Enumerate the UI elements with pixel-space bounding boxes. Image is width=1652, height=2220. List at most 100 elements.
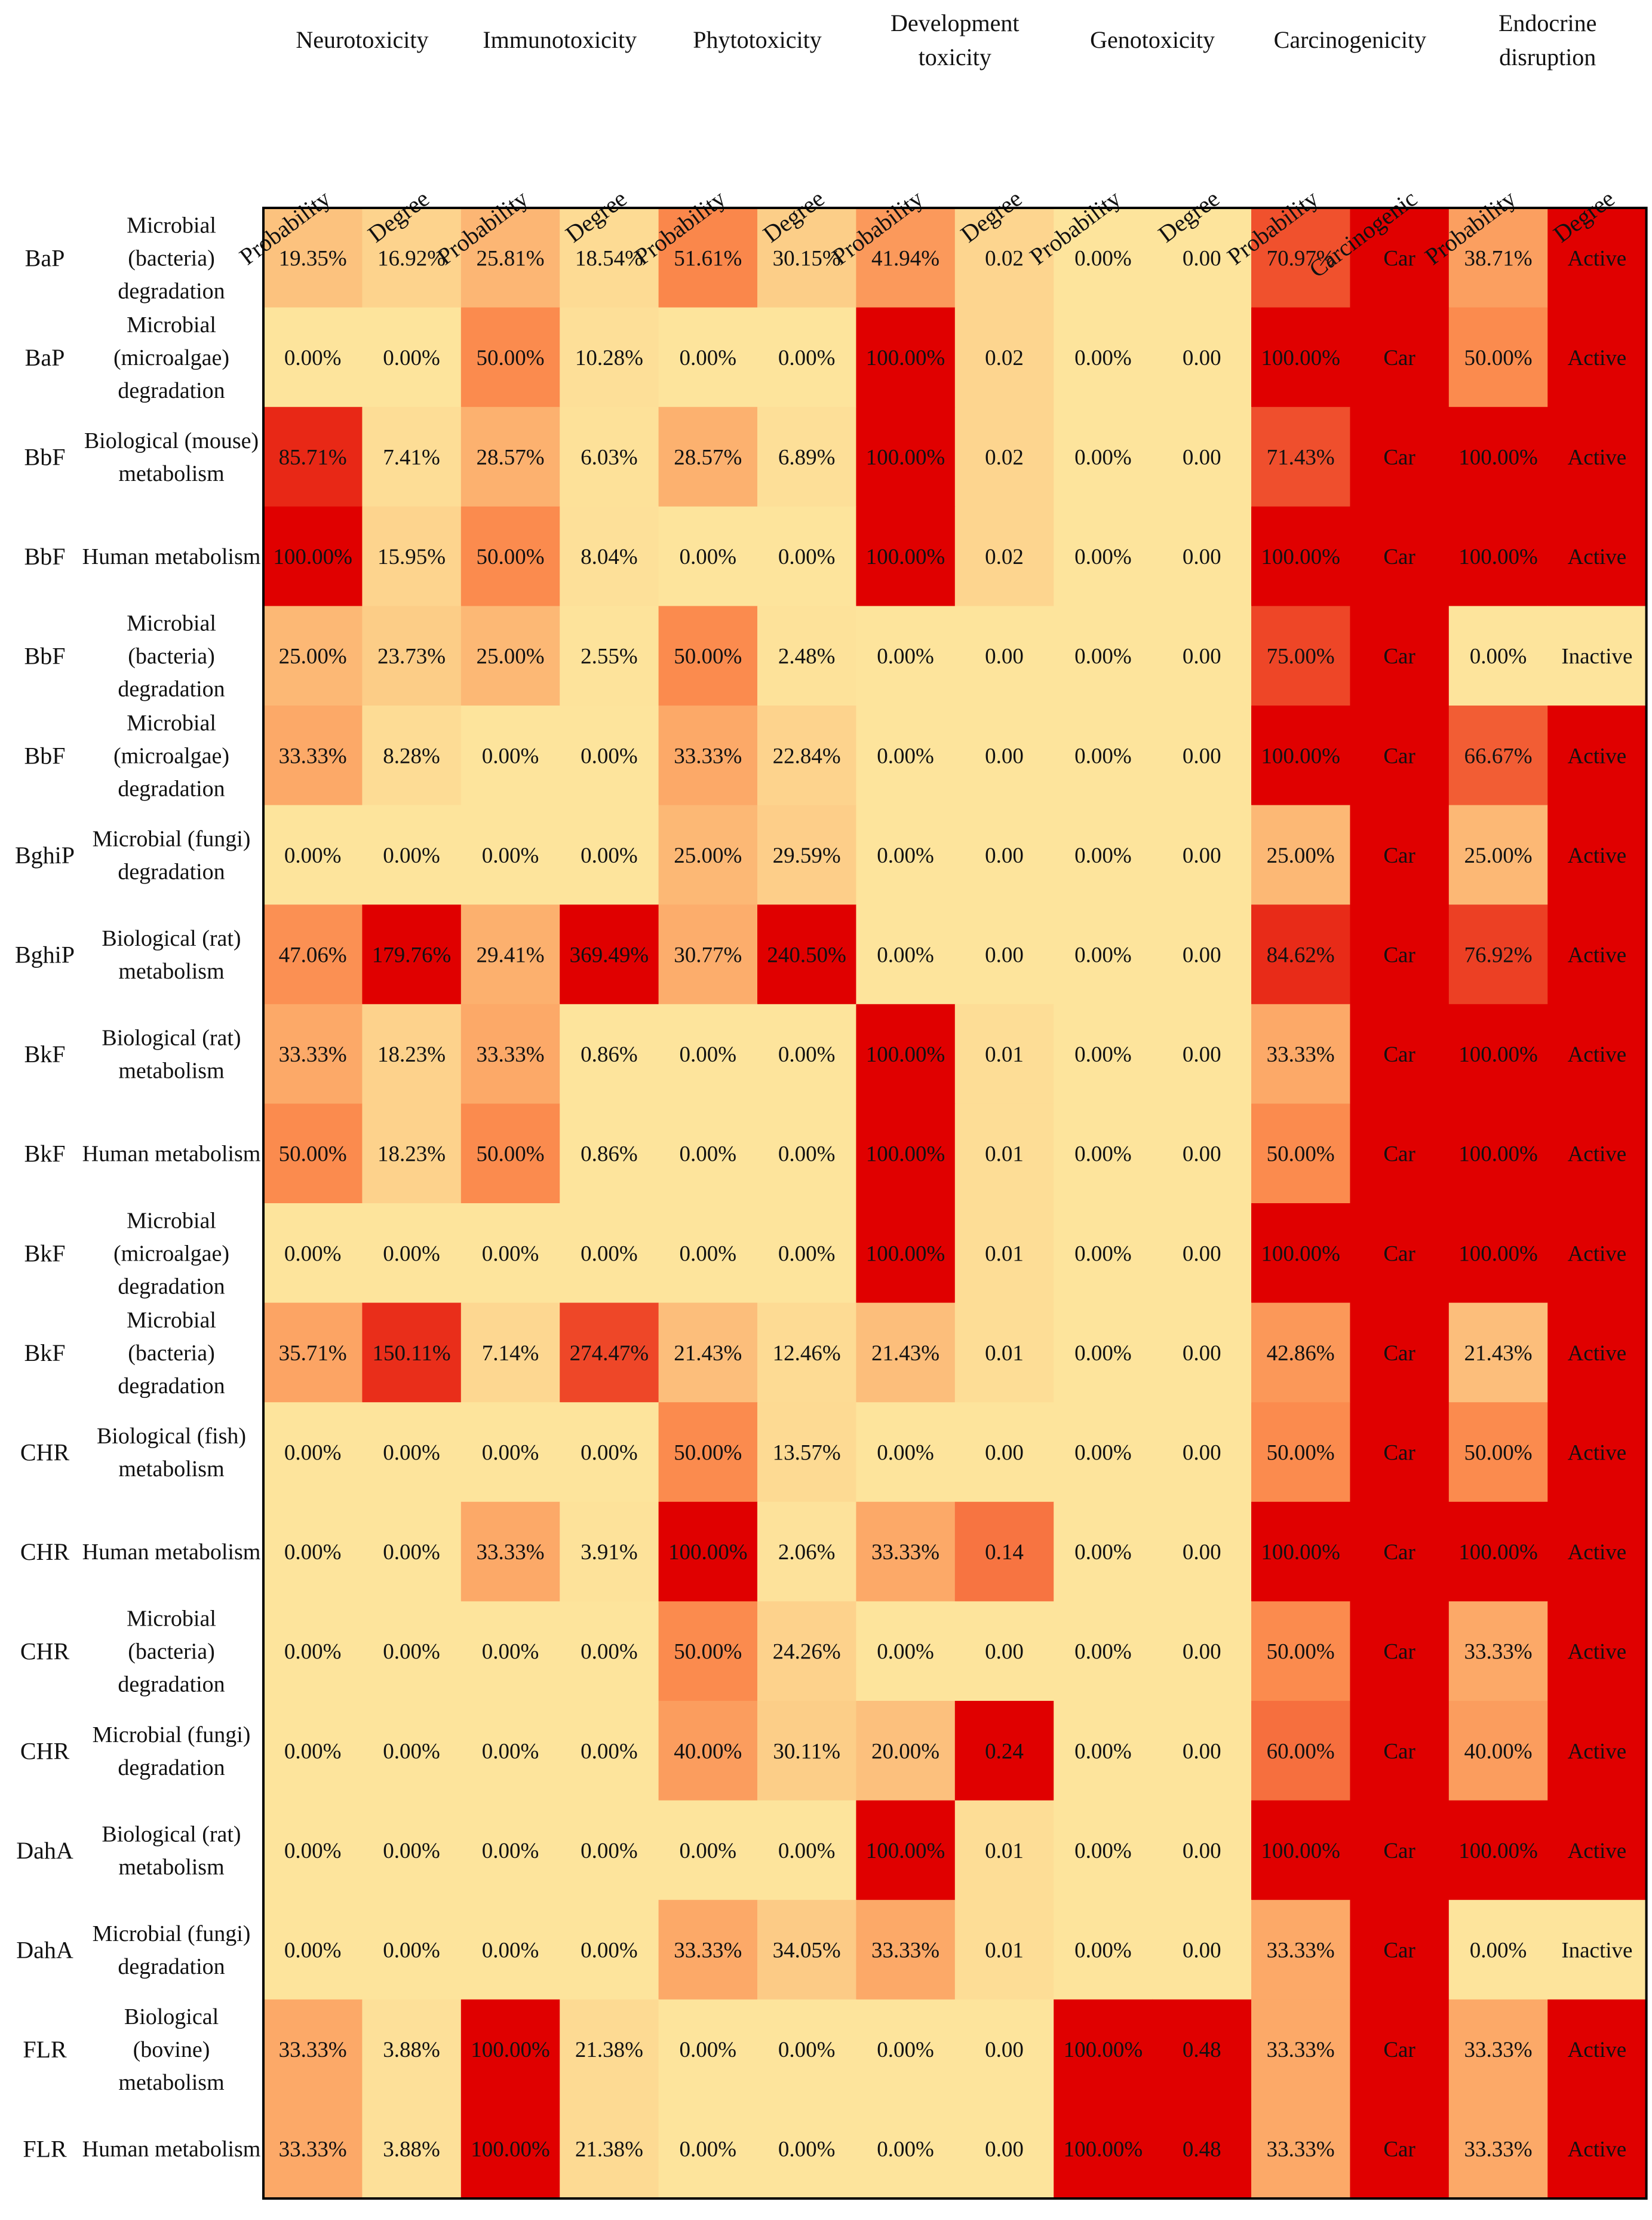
heatmap-cell-neurotoxicity-probability (263, 1800, 363, 1900)
heatmap-cell-neurotoxicity-degree (362, 1203, 462, 1304)
group-header-endocrine-disruption: Endocrine disruption (1499, 10, 1596, 70)
cell-value-label: 100.00% (1261, 545, 1340, 569)
cell-value-label: 29.41% (476, 943, 544, 968)
heatmap-cell-genotoxicity-probability (1054, 1203, 1153, 1304)
heatmap-cell-carcinogenicity-carcinogenic (1350, 1999, 1450, 2099)
heatmap-cell-development-toxicity-degree (954, 706, 1054, 806)
heatmap-cell-development-toxicity-probability (856, 208, 956, 308)
cell-value-label: 84.62% (1267, 943, 1335, 968)
heatmap-cell-carcinogenicity-carcinogenic (1350, 208, 1450, 308)
cell-value-label: 0.00% (778, 346, 836, 370)
heatmap-cell-immunotoxicity-probability (460, 706, 560, 806)
cell-value-label: 100.00% (471, 2038, 550, 2062)
cell-value-label: 0.00% (284, 1640, 342, 1664)
row-compound-label: DahA (16, 1937, 73, 1964)
cell-value-label: Active (1568, 545, 1627, 569)
heatmap-cell-development-toxicity-degree (954, 1701, 1054, 1801)
heatmap-cell-carcinogenicity-probability (1251, 1999, 1350, 2099)
heatmap-cell-carcinogenicity-probability (1251, 1601, 1350, 1701)
cell-value-label: 0.00 (1183, 446, 1221, 470)
cell-value-label: Car (1383, 744, 1415, 768)
row-compound-label: BbF (24, 444, 66, 471)
heatmap-cell-endocrine-disruption-probability (1448, 506, 1548, 606)
heatmap-cell-carcinogenicity-carcinogenic (1350, 706, 1450, 806)
heatmap-cell-genotoxicity-degree (1152, 1601, 1252, 1701)
heatmap-cell-phytotoxicity-probability (658, 706, 758, 806)
row-compound-label: BghiP (15, 942, 75, 968)
cell-value-label: 50.00% (1464, 346, 1532, 370)
cell-value-label: 0.00% (581, 1441, 638, 1465)
cell-value-label: 0.48 (1183, 2138, 1221, 2162)
cell-value-label: Car (1383, 1042, 1415, 1067)
cell-value-label: 3.91% (581, 1540, 638, 1565)
cell-value-label: 0.00 (1183, 1540, 1221, 1565)
cell-value-label: 12.46% (773, 1341, 841, 1366)
cell-value-label: 0.00% (680, 1042, 737, 1067)
heatmap-cell-endocrine-disruption-degree (1547, 1900, 1647, 2000)
heatmap-cell-endocrine-disruption-probability (1448, 1900, 1548, 2000)
cell-value-label: 0.00% (1074, 446, 1132, 470)
heatmap-cell-carcinogenicity-probability (1251, 1402, 1350, 1503)
cell-value-label: 0.48 (1183, 2038, 1221, 2062)
heatmap-cell-genotoxicity-probability (1054, 1501, 1153, 1602)
cell-value-label: 100.00% (866, 1042, 945, 1067)
cell-value-label: 6.89% (778, 446, 836, 470)
cell-value-label: Car (1383, 943, 1415, 968)
heatmap-cell-development-toxicity-degree (954, 1103, 1054, 1204)
cell-value-label: 21.38% (575, 2138, 643, 2162)
cell-value-label: 0.00% (284, 844, 342, 868)
heatmap-cell-development-toxicity-degree (954, 904, 1054, 1005)
cell-value-label: 0.00% (778, 1241, 836, 1266)
heatmap-cell-endocrine-disruption-probability (1448, 1203, 1548, 1304)
cell-value-label: 21.38% (575, 2038, 643, 2062)
heatmap-cell-endocrine-disruption-degree (1547, 904, 1647, 1005)
cell-value-label: Active (1568, 1441, 1627, 1465)
cell-value-label: 0.00 (985, 2138, 1024, 2162)
heatmap-cell-endocrine-disruption-degree (1547, 1701, 1647, 1801)
cell-value-label: 100.00% (866, 1241, 945, 1266)
row-compound-label: FLR (23, 2036, 67, 2063)
heatmap-cell-phytotoxicity-degree (757, 307, 856, 407)
heatmap-cell-neurotoxicity-probability (263, 1103, 363, 1204)
cell-value-label: 100.00% (1458, 1042, 1538, 1067)
cell-value-label: 33.33% (279, 1042, 347, 1067)
cell-value-label: 100.00% (1458, 1241, 1538, 1266)
cell-value-label: 0.00% (284, 1540, 342, 1565)
cell-value-label: 100.00% (866, 1839, 945, 1863)
heatmap-cell-immunotoxicity-degree (560, 805, 659, 905)
heatmap-cell-immunotoxicity-probability (460, 506, 560, 606)
cell-value-label: 41.94% (871, 246, 939, 271)
cell-value-label: 2.48% (778, 645, 836, 669)
cell-value-label: 100.00% (273, 545, 352, 569)
heatmap-cell-immunotoxicity-degree (560, 208, 659, 308)
cell-value-label: 0.00% (383, 1540, 440, 1565)
cell-value-label: 3.88% (383, 2038, 440, 2062)
cell-value-label: 0.02 (985, 246, 1024, 271)
cell-value-label: 0.00% (1074, 1640, 1132, 1664)
heatmap-cell-phytotoxicity-probability (658, 1302, 758, 1403)
heatmap-cell-development-toxicity-degree (954, 1601, 1054, 1701)
cell-value-label: 0.00% (1074, 1839, 1132, 1863)
heatmap-cell-phytotoxicity-probability (658, 1203, 758, 1304)
cell-value-label: Car (1383, 1939, 1415, 1963)
cell-value-label: 100.00% (1261, 1839, 1340, 1863)
cell-value-label: 28.57% (476, 446, 544, 470)
heatmap-cell-development-toxicity-degree (954, 307, 1054, 407)
heatmap-cell-phytotoxicity-probability (658, 1701, 758, 1801)
heatmap-cell-neurotoxicity-probability (263, 1701, 363, 1801)
cell-value-label: 0.00 (1183, 844, 1221, 868)
heatmap-cell-endocrine-disruption-probability (1448, 805, 1548, 905)
heatmap-cell-development-toxicity-degree (954, 1501, 1054, 1602)
heatmap-cell-endocrine-disruption-degree (1547, 407, 1647, 507)
cell-value-label: 33.33% (871, 1939, 939, 1963)
row-pathway-label: Human metabolism (82, 2137, 261, 2162)
cell-value-label: 0.00% (284, 1839, 342, 1863)
heatmap-cell-carcinogenicity-probability (1251, 1701, 1350, 1801)
heatmap-cell-endocrine-disruption-degree (1547, 1800, 1647, 1900)
cell-value-label: Active (1568, 2138, 1627, 2162)
heatmap-cell-phytotoxicity-probability (658, 1402, 758, 1503)
cell-value-label: 71.43% (1267, 446, 1335, 470)
cell-value-label: 0.00% (383, 1939, 440, 1963)
cell-value-label: Car (1383, 1241, 1415, 1266)
cell-value-label: 28.57% (674, 446, 742, 470)
